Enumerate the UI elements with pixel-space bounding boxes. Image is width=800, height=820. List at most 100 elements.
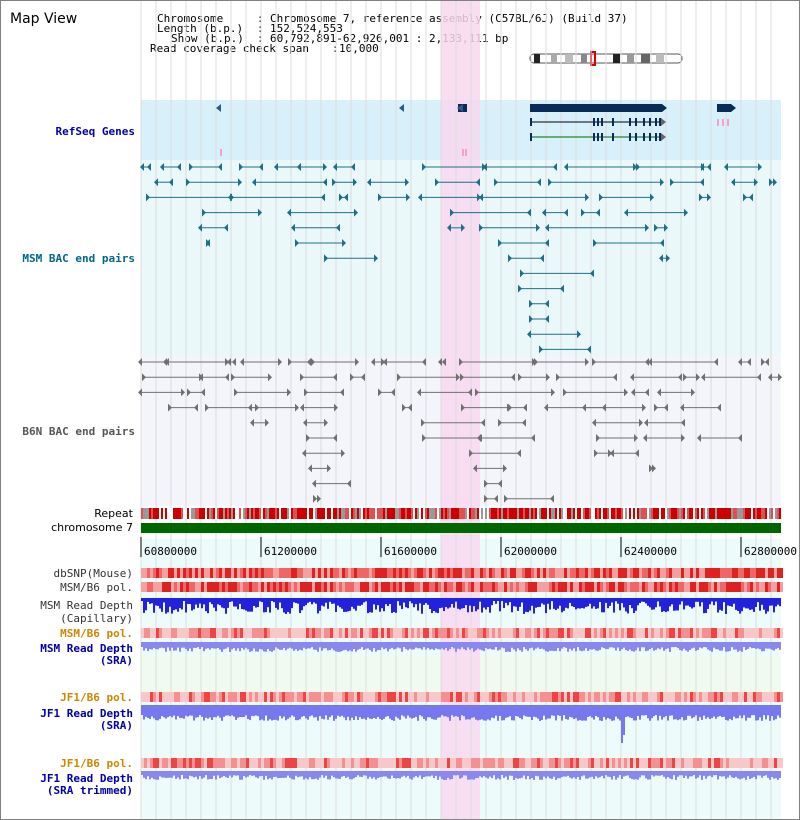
heat-cell — [654, 628, 657, 638]
track-label-refseq[interactable]: RefSeq Genes — [55, 125, 135, 138]
heat-cell — [765, 692, 768, 702]
track-label-jf1-depth-trim[interactable]: JF1 Read Depth — [40, 772, 133, 785]
depth-bar — [775, 598, 777, 607]
depth-bar — [327, 642, 329, 651]
depth-bar — [761, 598, 763, 605]
heat-cell — [264, 692, 267, 702]
repeat-cell — [245, 508, 247, 519]
depth-bar — [541, 771, 543, 780]
depth-bar — [209, 642, 211, 650]
heat-cell — [213, 758, 216, 768]
track-label-repeat[interactable]: Repeat — [94, 507, 133, 520]
heat-cell — [162, 692, 165, 702]
track-label-msm-depth-cap[interactable]: MSM Read Depth — [40, 599, 133, 612]
heat-cell — [540, 758, 543, 768]
depth-bar — [537, 705, 539, 719]
repeat-cell — [471, 508, 473, 519]
heat-cell — [483, 758, 486, 768]
heat-cell — [570, 582, 573, 592]
heat-cell — [606, 628, 609, 638]
refseq-genes[interactable] — [216, 104, 736, 156]
depth-bar — [617, 598, 619, 604]
depth-bar — [191, 705, 193, 716]
depth-bar — [775, 705, 777, 720]
depth-bar — [345, 771, 347, 778]
track-label-jf1-b6-pol[interactable]: JF1/B6 pol. — [60, 691, 133, 704]
track-label-msm-b6-pol-sra[interactable]: MSM/B6 pol. — [60, 627, 133, 640]
depth-bar — [459, 598, 461, 610]
depth-bar — [327, 771, 329, 780]
depth-bar — [591, 705, 593, 718]
msm-bac-pairs[interactable] — [140, 163, 777, 354]
bac-end-marker — [239, 163, 243, 171]
depth-bar — [573, 771, 575, 778]
exon — [649, 133, 651, 141]
heat-cell — [231, 628, 234, 638]
bac-end-marker — [165, 358, 169, 366]
track-label-jf1-depth[interactable]: JF1 Read Depth — [40, 707, 133, 720]
heat-cell — [222, 568, 225, 578]
depth-bar — [299, 771, 301, 777]
depth-bar — [555, 598, 557, 611]
depth-bar — [737, 642, 739, 652]
bac-end-marker — [700, 163, 704, 171]
heat-cell — [237, 582, 240, 592]
repeat-cell — [587, 508, 589, 519]
track-label-msm-bac[interactable]: MSM BAC end pairs — [22, 252, 135, 265]
exon — [655, 133, 657, 141]
heat-cell — [153, 692, 156, 702]
depth-bar — [157, 705, 159, 721]
heat-cell — [222, 692, 225, 702]
heat-cell — [675, 582, 678, 592]
depth-bar — [385, 705, 387, 717]
depth-bar — [373, 705, 375, 718]
heat-cell — [693, 692, 696, 702]
bac-end-marker — [631, 388, 635, 397]
track-label-b6n-bac[interactable]: B6N BAC end pairs — [22, 425, 135, 438]
heat-cell — [297, 692, 300, 702]
depth-bar — [373, 771, 375, 778]
depth-bar — [185, 771, 187, 779]
bac-end-marker — [450, 208, 454, 217]
depth-bar — [159, 642, 161, 648]
depth-bar — [505, 771, 507, 777]
depth-bar — [741, 771, 743, 779]
heat-cell — [711, 582, 714, 592]
repeat-cell — [699, 508, 701, 519]
depth-bar — [537, 598, 539, 608]
depth-bar — [681, 705, 683, 718]
repeat-cell — [235, 508, 237, 519]
depth-bar — [679, 705, 681, 720]
heat-cell — [552, 628, 555, 638]
depth-bar — [349, 771, 351, 780]
depth-bar — [649, 771, 651, 780]
heat-cell — [624, 568, 627, 578]
heat-cell — [453, 692, 456, 702]
depth-bar — [241, 642, 243, 649]
heat-cell — [264, 582, 267, 592]
repeat-cell — [631, 508, 633, 519]
bac-end-marker — [534, 358, 538, 366]
heat-cell — [381, 692, 384, 702]
repeat-cell — [691, 508, 693, 519]
bac-end-marker — [546, 373, 550, 382]
heat-cell — [624, 758, 627, 768]
repeat-cell — [665, 508, 667, 519]
heat-cell — [684, 568, 687, 578]
heat-cell — [729, 692, 732, 702]
b6n-bac-pairs[interactable] — [138, 358, 782, 503]
track-label-jf1-b6-pol-trim[interactable]: JF1/B6 pol. — [60, 757, 133, 770]
depth-bar — [325, 705, 327, 716]
heat-cell — [378, 692, 381, 702]
track-label-dbsnp[interactable]: dbSNP(Mouse) — [53, 567, 133, 580]
heat-cell — [672, 568, 675, 578]
track-label-chromosome[interactable]: chromosome 7 — [51, 521, 133, 534]
depth-bar — [499, 642, 501, 650]
track-label-msm-b6-pol[interactable]: MSM/B6 pol. — [60, 581, 133, 594]
heat-cell — [699, 582, 702, 592]
repeat-cell — [759, 508, 761, 519]
repeat-cell — [533, 508, 535, 519]
track-label-msm-depth-sra[interactable]: MSM Read Depth — [40, 642, 133, 655]
heat-cell — [663, 692, 666, 702]
